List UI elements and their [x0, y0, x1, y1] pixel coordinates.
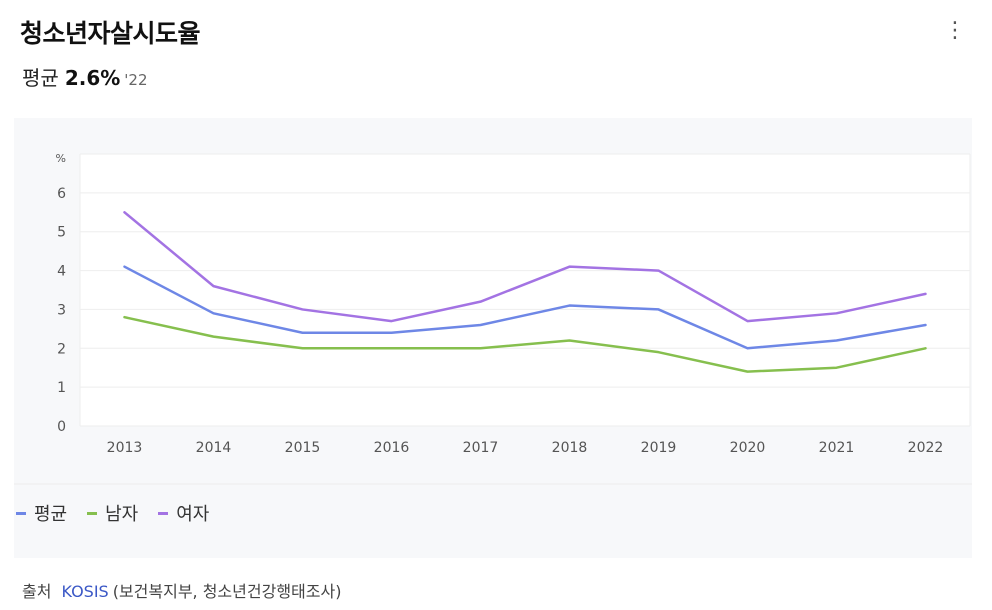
x-tick-label: 2018	[552, 440, 588, 456]
data-point-female	[568, 265, 572, 269]
summary: 평균 2.6% '22	[22, 62, 148, 91]
series-line-male	[123, 315, 927, 373]
x-tick-label: 2014	[196, 440, 232, 456]
x-tick-label: 2015	[285, 440, 321, 456]
series-line-female	[123, 211, 927, 323]
data-point-avg	[657, 307, 661, 311]
y-tick-label: 3	[57, 302, 66, 318]
data-point-avg	[479, 323, 483, 327]
x-tick-label: 2021	[819, 440, 855, 456]
source-note: 출처 KOSIS (보건복지부, 청소년건강행태조사)	[22, 578, 341, 602]
data-point-male	[301, 346, 305, 350]
source-link[interactable]: KOSIS	[61, 582, 109, 601]
source-detail: (보건복지부, 청소년건강행태조사)	[112, 582, 342, 601]
data-point-avg	[746, 346, 750, 350]
legend-swatch-avg	[16, 511, 26, 515]
legend-item-female[interactable]: 여자	[158, 500, 209, 526]
data-point-female	[123, 210, 127, 214]
legend-item-male[interactable]: 남자	[87, 500, 138, 526]
data-point-male	[479, 346, 483, 350]
data-point-avg	[924, 323, 928, 327]
x-tick-label: 2013	[107, 440, 143, 456]
x-tick-label: 2022	[908, 440, 944, 456]
legend-item-avg[interactable]: 평균	[16, 500, 67, 526]
data-point-male	[746, 370, 750, 374]
legend-label-male: 남자	[105, 504, 139, 525]
data-point-female	[835, 311, 839, 315]
line-chart: 0 1 2 3 4 5 6% 2013 2014 2015 2016 2017 2018 2019 2020…	[14, 152, 972, 485]
chart-legend: 평균 남자 여자	[16, 500, 209, 526]
summary-label: 평균	[22, 66, 59, 90]
data-point-female	[390, 319, 394, 323]
data-point-male	[390, 346, 394, 350]
data-point-female	[479, 300, 483, 304]
more-options-icon[interactable]: ⋮	[944, 18, 966, 43]
y-tick-label: 5	[57, 225, 66, 241]
data-point-female	[657, 269, 661, 273]
y-tick-label: 1	[57, 380, 66, 396]
data-point-avg	[123, 265, 127, 269]
summary-value: 2.6%	[64, 66, 121, 90]
chart-card: 0 1 2 3 4 5 6% 2013 2014 2015 2016 2017 2018 2019 2020…	[14, 118, 972, 558]
legend-swatch-female	[158, 511, 169, 515]
y-axis-unit: %	[56, 152, 66, 165]
summary-year: '22	[124, 71, 148, 89]
y-tick-label: 4	[57, 264, 66, 280]
data-point-male	[924, 346, 928, 350]
data-point-female	[212, 284, 216, 288]
data-point-male	[123, 315, 127, 319]
data-point-avg	[568, 304, 572, 308]
series-line-avg	[123, 265, 927, 350]
data-point-male	[835, 366, 839, 370]
data-point-male	[568, 339, 572, 343]
legend-label-female: 여자	[176, 504, 210, 525]
y-tick-label: 0	[57, 419, 66, 435]
legend-label-avg: 평균	[34, 504, 68, 525]
legend-swatch-male	[87, 511, 98, 515]
data-point-avg	[835, 339, 839, 343]
x-tick-label: 2020	[730, 440, 766, 456]
x-tick-label: 2017	[463, 440, 499, 456]
data-point-avg	[301, 331, 305, 335]
source-label: 출처	[22, 582, 52, 601]
y-tick-label: 2	[57, 341, 66, 357]
data-point-avg	[212, 311, 216, 315]
y-tick-label: 6	[57, 186, 66, 202]
data-point-male	[212, 335, 216, 339]
chart-title: 청소년자살시도율	[20, 19, 201, 48]
data-point-female	[924, 292, 928, 296]
plot-area	[80, 154, 970, 426]
data-point-female	[301, 307, 305, 311]
x-tick-label: 2016	[374, 440, 410, 456]
x-tick-label: 2019	[641, 440, 677, 456]
data-point-male	[657, 350, 661, 354]
data-point-female	[746, 319, 750, 323]
data-point-avg	[390, 331, 394, 335]
